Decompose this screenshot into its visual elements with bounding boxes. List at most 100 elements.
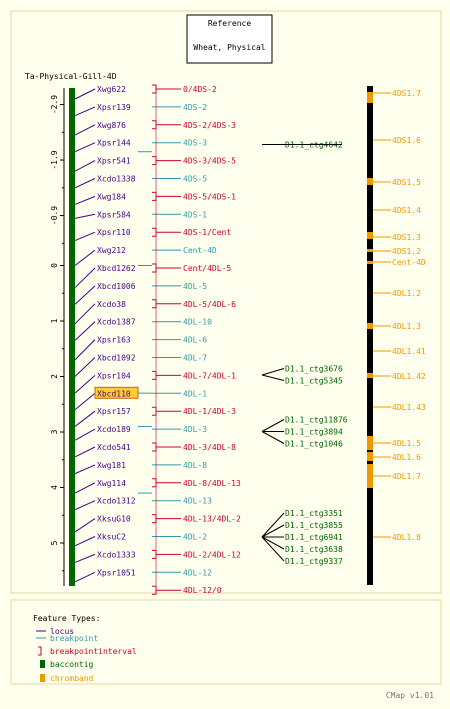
breakpoint-4dl-10[interactable]: 4DL-10 — [152, 318, 212, 327]
locus-xpsr139[interactable]: Xpsr139 — [74, 103, 131, 117]
breakpointinterval-4dl-2-4dl-12[interactable]: 4DL-2/4DL-12 — [152, 549, 241, 559]
chromband-cent-4d[interactable]: Cent-4D — [367, 258, 426, 267]
feature-label[interactable]: 4DL-2 — [183, 533, 207, 542]
locus-label[interactable]: Xbcd110 — [97, 389, 131, 398]
baccontig-bar[interactable] — [69, 88, 75, 586]
feature-label[interactable]: 4DL-2/4DL-12 — [183, 550, 241, 559]
locus-xbcd1262[interactable]: Xbcd1262 — [74, 264, 136, 289]
chromband-label[interactable]: 4DL1.42 — [392, 372, 426, 381]
locus-label[interactable]: Xbcd1262 — [97, 264, 136, 273]
contig-label[interactable]: D1.1_ctg3855 — [285, 521, 343, 530]
locus-xcdo1387[interactable]: Xcdo1387 — [74, 318, 136, 341]
locus-label[interactable]: Xcdo1338 — [97, 175, 136, 184]
chromband-4ds1-4[interactable]: 4DS1.4 — [373, 206, 421, 215]
locus-xwg184[interactable]: Xwg184 — [74, 192, 126, 205]
breakpointinterval-4dl-12-0[interactable]: 4DL-12/0 — [152, 585, 222, 595]
chromband-4dl1-42[interactable]: 4DL1.42 — [367, 372, 426, 381]
feature-label[interactable]: 4DL-8 — [183, 461, 207, 470]
contig-label[interactable]: D1.1_ctg3676 — [285, 365, 343, 374]
locus-xcdo38[interactable]: Xcdo38 — [74, 300, 126, 325]
chromband-4ds1-7[interactable]: 4DS1.7 — [367, 89, 421, 103]
feature-label[interactable]: 4DL-8/4DL-13 — [183, 479, 241, 488]
locus-label[interactable]: Xcdo38 — [97, 300, 126, 309]
contig-label[interactable]: D1.1_ctg3351 — [285, 509, 343, 518]
locus-xpsr163[interactable]: Xpsr163 — [74, 336, 131, 361]
locus-label[interactable]: Xbcd1092 — [97, 354, 136, 363]
chromband-label[interactable]: 4DL1.7 — [392, 472, 421, 481]
locus-label[interactable]: Xwg181 — [97, 461, 126, 470]
locus-xcdo189[interactable]: Xcdo189 — [74, 425, 131, 441]
chromband-4ds1-2[interactable]: 4DS1.2 — [367, 247, 421, 256]
chromband-label[interactable]: 4DS1.4 — [392, 206, 421, 215]
feature-label[interactable]: 4DS-3 — [183, 139, 207, 148]
chromband-label[interactable]: 4DS1.7 — [392, 89, 421, 98]
locus-xksuc2[interactable]: XksuC2 — [74, 533, 126, 547]
chromband-label[interactable]: 4DS1.5 — [392, 178, 421, 187]
chromband-4ds1-6[interactable]: 4DS1.6 — [373, 136, 421, 145]
breakpoint-4dl-3[interactable]: 4DL-3 — [152, 425, 207, 434]
locus-label[interactable]: Xpsr104 — [97, 371, 131, 380]
breakpoint-4dl-5[interactable]: 4DL-5 — [152, 282, 207, 291]
feature-label[interactable]: Cent/4DL-5 — [183, 264, 231, 273]
chromband-bar[interactable] — [367, 86, 373, 585]
breakpoint-4dl-13[interactable]: 4DL-13 — [152, 497, 212, 506]
locus-label[interactable]: XksuG10 — [97, 515, 131, 524]
feature-label[interactable]: 4DS-2/4DS-3 — [183, 121, 236, 130]
locus-xwg114[interactable]: Xwg114 — [74, 479, 126, 494]
breakpoint-4dl-2[interactable]: 4DL-2 — [152, 533, 207, 542]
locus-xbcd1006[interactable]: Xbcd1006 — [74, 282, 136, 305]
feature-label[interactable]: 4DS-1 — [183, 210, 207, 219]
locus-label[interactable]: Xcdo1333 — [97, 550, 136, 559]
feature-label[interactable]: 4DL-12 — [183, 568, 212, 577]
locus-label[interactable]: Xwg184 — [97, 192, 126, 201]
chromband-label[interactable]: 4DL1.8 — [392, 533, 421, 542]
locus-label[interactable]: Xwg114 — [97, 479, 126, 488]
feature-label[interactable]: 4DS-2 — [183, 103, 207, 112]
feature-label[interactable]: 4DL-1 — [183, 389, 207, 398]
locus-label[interactable]: Xpsr157 — [97, 407, 131, 416]
contig-label[interactable]: D1.1_ctg1046 — [285, 440, 343, 449]
locus-label[interactable]: Xpsr144 — [97, 139, 131, 148]
contig-label[interactable]: D1.1_ctg9337 — [285, 557, 343, 566]
feature-label[interactable]: 4DL-13 — [183, 497, 212, 506]
locus-xcdo541[interactable]: Xcdo541 — [74, 443, 131, 458]
locus-xcdo1338[interactable]: Xcdo1338 — [74, 175, 136, 189]
locus-label[interactable]: Xpsr163 — [97, 336, 131, 345]
chromband-label[interactable]: 4DL1.41 — [392, 347, 426, 356]
breakpoint-4ds-1[interactable]: 4DS-1 — [152, 210, 207, 219]
feature-label[interactable]: 4DL-7/4DL-1 — [183, 371, 236, 380]
chromband-label[interactable]: 4DL1.2 — [392, 289, 421, 298]
feature-label[interactable]: 4DL-3/4DL-8 — [183, 443, 236, 452]
chromband-4dl1-43[interactable]: 4DL1.43 — [373, 403, 426, 412]
locus-xwg622[interactable]: Xwg622 — [74, 85, 126, 100]
feature-label[interactable]: 4DS-5/4DS-1 — [183, 192, 236, 201]
locus-label[interactable]: XksuC2 — [97, 533, 126, 542]
breakpointinterval-4ds-3-4ds-5[interactable]: 4DS-3/4DS-5 — [152, 156, 236, 166]
feature-label[interactable]: 4DS-5 — [183, 175, 207, 184]
breakpointinterval-cent-4dl-5[interactable]: Cent/4DL-5 — [152, 263, 231, 273]
feature-label[interactable]: 4DL-5/4DL-6 — [183, 300, 236, 309]
locus-xpsr1051[interactable]: Xpsr1051 — [74, 568, 136, 583]
chromband-label[interactable]: 4DS1.3 — [392, 233, 421, 242]
breakpoint-4dl-1[interactable]: 4DL-1 — [152, 389, 207, 398]
locus-label[interactable]: Xpsr1051 — [97, 568, 136, 577]
locus-label[interactable]: Xwg622 — [97, 85, 126, 94]
feature-label[interactable]: 4DL-10 — [183, 318, 212, 327]
breakpoint-4ds-3[interactable]: 4DS-3 — [152, 139, 207, 148]
breakpoint-cent-4d[interactable]: Cent-4D — [152, 246, 217, 255]
locus-xpsr541[interactable]: Xpsr541 — [74, 157, 131, 172]
locus-label[interactable]: Xbcd1006 — [97, 282, 136, 291]
feature-label[interactable]: 4DL-6 — [183, 336, 207, 345]
locus-xpsr157[interactable]: Xpsr157 — [74, 407, 131, 427]
breakpoint-4dl-6[interactable]: 4DL-6 — [152, 336, 207, 345]
breakpoint-4dl-12[interactable]: 4DL-12 — [152, 568, 212, 577]
feature-label[interactable]: 4DS-3/4DS-5 — [183, 157, 236, 166]
locus-label[interactable]: Xcdo189 — [97, 425, 131, 434]
chromband-4dl1-3[interactable]: 4DL1.3 — [367, 322, 421, 331]
feature-label[interactable]: 4DL-3 — [183, 425, 207, 434]
breakpointinterval-0-4ds-2[interactable]: 0/4DS-2 — [152, 84, 217, 94]
locus-xksug10[interactable]: XksuG10 — [74, 515, 131, 533]
contig-label[interactable]: D1.1_ctg11876 — [285, 416, 348, 425]
locus-xcdo1333[interactable]: Xcdo1333 — [74, 550, 136, 563]
breakpoint-4dl-7[interactable]: 4DL-7 — [152, 354, 207, 363]
